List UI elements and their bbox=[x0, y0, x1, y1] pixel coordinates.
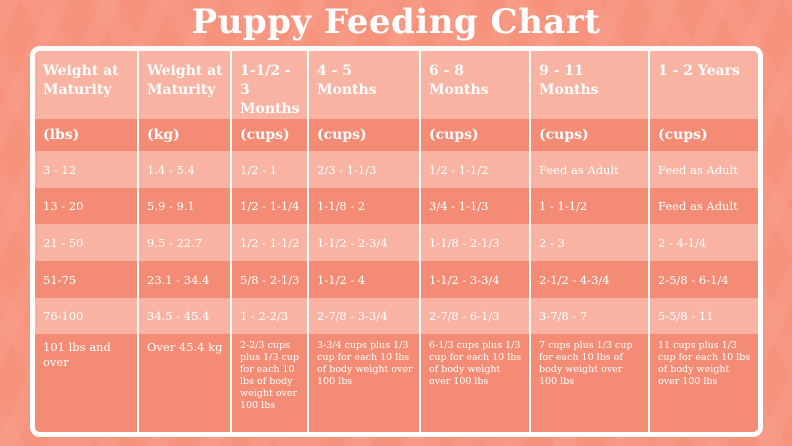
table-cell: Feed as Adult bbox=[649, 151, 758, 188]
table-cell: 2 - 3 bbox=[530, 224, 650, 261]
page-title: Puppy Feeding Chart bbox=[191, 2, 601, 42]
table-cell: 1/2 - 1 bbox=[231, 151, 309, 188]
table-cell: 1.4 - 5.4 bbox=[138, 151, 232, 188]
table-cell: 6-1/3 cups plus 1/3 cup for each 10 lbs … bbox=[420, 334, 531, 432]
table-cell: 1 - 1-1/2 bbox=[530, 188, 650, 224]
table-cell: 1 - 2-2/3 bbox=[231, 298, 309, 334]
table-cell: 21 - 50 bbox=[35, 224, 139, 261]
table-cell: Feed as Adult bbox=[649, 188, 758, 224]
feeding-table: Weight at Maturity Weight at Maturity 1-… bbox=[35, 51, 758, 432]
table-cell: 101 lbs and over bbox=[35, 334, 139, 432]
unit-cell: (cups) bbox=[231, 119, 309, 151]
table-row: 13 - 20 5.9 - 9.1 1/2 - 1-1/4 1-1/8 - 2 … bbox=[35, 188, 758, 224]
table-cell: 1-1/2 - 4 bbox=[308, 261, 421, 298]
table-cell: 3/4 - 1-1/3 bbox=[420, 188, 531, 224]
table-cell: 11 cups plus 1/3 cup for each 10 lbs of … bbox=[649, 334, 758, 432]
table-cell: Over 45.4 kg bbox=[138, 334, 232, 432]
table-cell: 34.5 - 45.4 bbox=[138, 298, 232, 334]
table-cell: 23.1 - 34.4 bbox=[138, 261, 232, 298]
table-cell: 2 - 4-1/4 bbox=[649, 224, 758, 261]
header-1-2-years: 1 - 2 Years bbox=[649, 51, 758, 119]
table-cell: 13 - 20 bbox=[35, 188, 139, 224]
header-6-8-months: 6 - 8 Months bbox=[420, 51, 531, 119]
table-cell: 9.5 - 22.7 bbox=[138, 224, 232, 261]
table-cell: 76-100 bbox=[35, 298, 139, 334]
table-row: 3 - 12 1.4 - 5.4 1/2 - 1 2/3 - 1-1/3 1/2… bbox=[35, 151, 758, 188]
unit-cell: (cups) bbox=[420, 119, 531, 151]
header-4-5-months: 4 - 5 Months bbox=[308, 51, 421, 119]
unit-cell: (cups) bbox=[649, 119, 758, 151]
table-cell: 2-7/8 - 3-3/4 bbox=[308, 298, 421, 334]
table-cell: 1-1/8 - 2-1/3 bbox=[420, 224, 531, 261]
header-9-11-months: 9 - 11 Months bbox=[530, 51, 650, 119]
header-weight-kg: Weight at Maturity bbox=[138, 51, 232, 119]
table-row: 76-100 34.5 - 45.4 1 - 2-2/3 2-7/8 - 3-3… bbox=[35, 298, 758, 334]
table-cell: 3-7/8 - 7 bbox=[530, 298, 650, 334]
table-cell: 5.9 - 9.1 bbox=[138, 188, 232, 224]
header-weight-lbs: Weight at Maturity bbox=[35, 51, 139, 119]
unit-cell: (cups) bbox=[530, 119, 650, 151]
table-cell: 1/2 - 1-1/2 bbox=[231, 224, 309, 261]
table-cell: 5-5/8 - 11 bbox=[649, 298, 758, 334]
table-cell: 2/3 - 1-1/3 bbox=[308, 151, 421, 188]
table-cell: 2-2/3 cups plus 1/3 cup for each 10 lbs … bbox=[231, 334, 309, 432]
table-cell: 3 - 12 bbox=[35, 151, 139, 188]
table-cell: 2-5/8 - 6-1/4 bbox=[649, 261, 758, 298]
table-cell: 1/2 - 1-1/2 bbox=[420, 151, 531, 188]
table-cell: 1/2 - 1-1/4 bbox=[231, 188, 309, 224]
table-cell: 2-1/2 - 4-3/4 bbox=[530, 261, 650, 298]
table-cell: 51-75 bbox=[35, 261, 139, 298]
unit-cell: (lbs) bbox=[35, 119, 139, 151]
table-row: 21 - 50 9.5 - 22.7 1/2 - 1-1/2 1-1/2 - 2… bbox=[35, 224, 758, 261]
unit-cell: (kg) bbox=[138, 119, 232, 151]
table-cell: 5/8 - 2-1/3 bbox=[231, 261, 309, 298]
table-row: 51-75 23.1 - 34.4 5/8 - 2-1/3 1-1/2 - 4 … bbox=[35, 261, 758, 298]
table-cell: 7 cups plus 1/3 cup for each 10 lbs of b… bbox=[530, 334, 650, 432]
table-row: 101 lbs and over Over 45.4 kg 2-2/3 cups… bbox=[35, 334, 758, 432]
table-cell: 1-1/8 - 2 bbox=[308, 188, 421, 224]
table-cell: Feed as Adult bbox=[530, 151, 650, 188]
units-row: (lbs) (kg) (cups) (cups) (cups) (cups) (… bbox=[35, 119, 758, 151]
table-cell: 2-7/8 - 6-1/3 bbox=[420, 298, 531, 334]
table-cell: 1-1/2 - 2-3/4 bbox=[308, 224, 421, 261]
unit-cell: (cups) bbox=[308, 119, 421, 151]
table-cell: 3-3/4 cups plus 1/3 cup for each 10 lbs … bbox=[308, 334, 421, 432]
feeding-table-frame: Weight at Maturity Weight at Maturity 1-… bbox=[30, 46, 763, 437]
header-row: Weight at Maturity Weight at Maturity 1-… bbox=[35, 51, 758, 119]
header-1-3-months: 1-1/2 - 3 Months bbox=[231, 51, 309, 119]
table-cell: 1-1/2 - 3-3/4 bbox=[420, 261, 531, 298]
